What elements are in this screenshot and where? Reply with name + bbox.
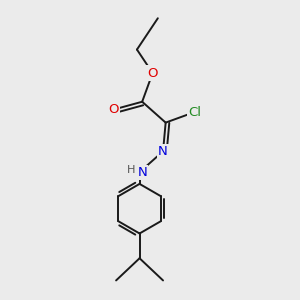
Text: H: H: [127, 165, 136, 175]
Text: Cl: Cl: [188, 106, 201, 119]
Text: O: O: [108, 103, 119, 116]
Text: N: N: [137, 166, 147, 179]
Text: N: N: [158, 145, 168, 158]
Text: O: O: [147, 67, 158, 80]
